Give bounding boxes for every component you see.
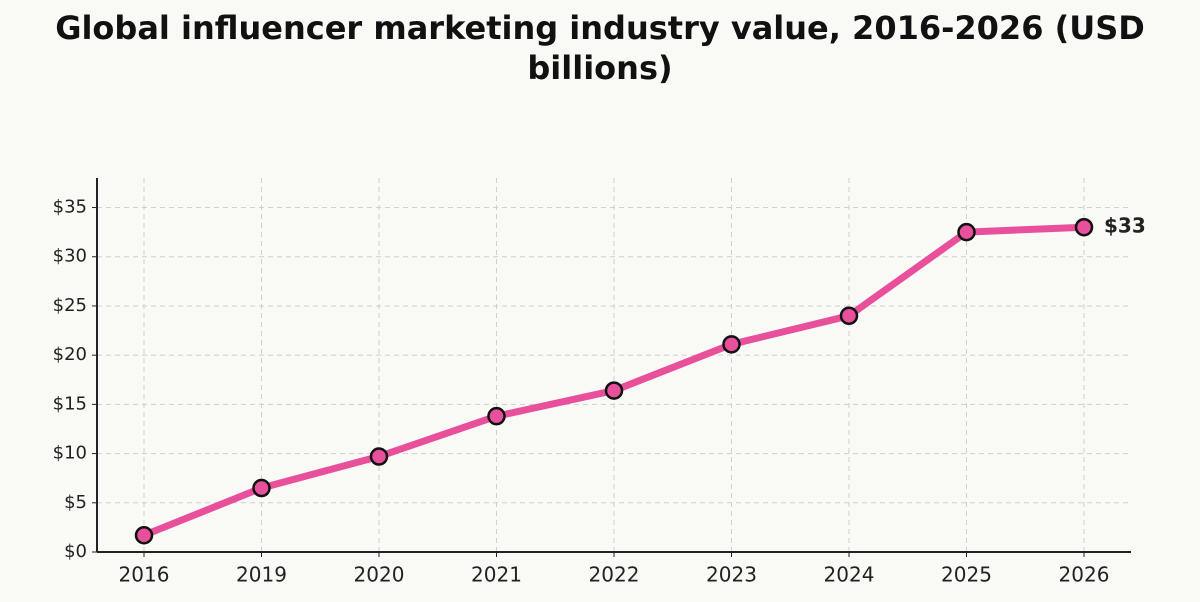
chart-title: Global influencer marketing industry val… — [55, 9, 1145, 87]
x-tick-label: 2024 — [824, 563, 875, 587]
y-tick-label: $0 — [64, 541, 87, 562]
point — [722, 335, 741, 354]
y-tick-label: $5 — [64, 492, 87, 513]
point — [134, 526, 154, 545]
point — [369, 447, 389, 466]
point — [487, 406, 506, 426]
point — [839, 306, 859, 326]
y-tick-label: $20 — [53, 344, 87, 365]
x-tick-label: 2026 — [1059, 563, 1110, 587]
x-tick-label: 2021 — [471, 563, 522, 587]
x-tick-label: 2025 — [941, 563, 992, 587]
x-tick-label: 2022 — [589, 563, 640, 587]
x-tick-label: 2023 — [706, 563, 757, 587]
point — [957, 222, 976, 242]
point — [1074, 217, 1094, 237]
line — [142, 223, 1085, 539]
y-tick-label: $25 — [53, 295, 87, 316]
y-tick-label: $35 — [53, 197, 87, 218]
x-tick-label: 2020 — [354, 563, 405, 587]
y-tick-label: $10 — [53, 443, 87, 464]
x-tick-label: 2019 — [236, 563, 287, 587]
y-tick-label: $30 — [53, 246, 87, 267]
data-label: $33 — [1104, 214, 1146, 238]
point — [604, 381, 624, 400]
x-tick-label: 2016 — [119, 563, 170, 587]
point — [252, 478, 271, 498]
y-tick-label: $15 — [53, 393, 87, 414]
